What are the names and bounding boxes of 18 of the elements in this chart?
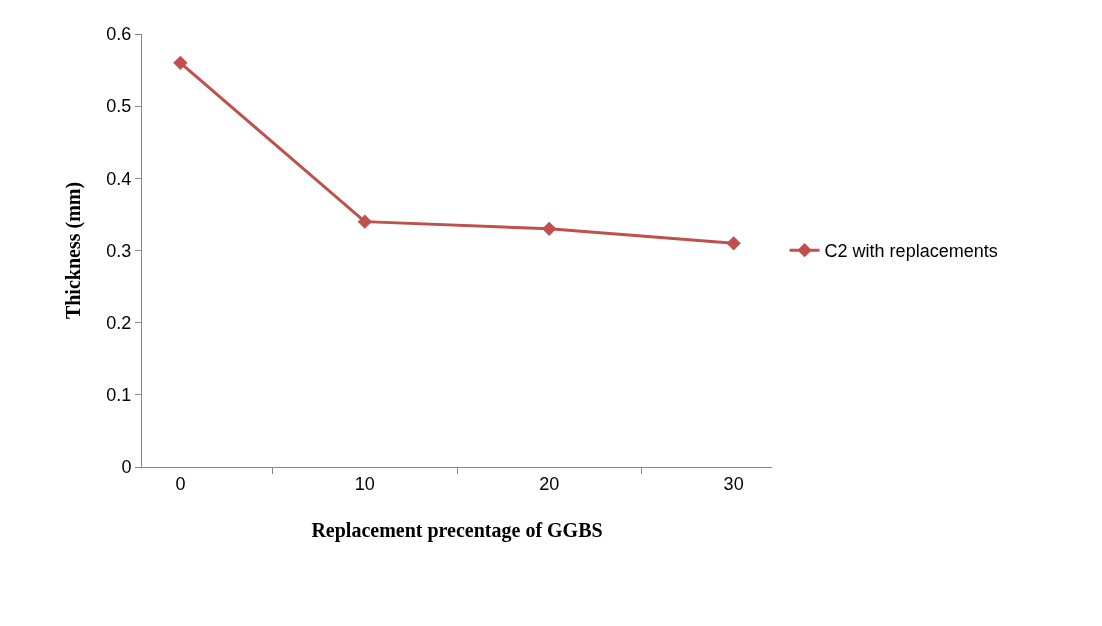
point — [542, 221, 557, 236]
y-tick-label: 0.3 — [106, 240, 132, 261]
y-axis-title: Thickness (mm) — [61, 181, 85, 320]
point — [357, 214, 372, 229]
x-tick-label: 20 — [539, 473, 560, 494]
x-axis-title: Replacement precentage of GGBS — [311, 519, 603, 543]
y-tick-label: 0.4 — [106, 168, 132, 189]
legend-label: C2 with replacements — [824, 241, 998, 262]
x-tick-label: 30 — [723, 473, 744, 494]
x-tick-label: 0 — [175, 473, 186, 494]
point — [726, 236, 741, 251]
x-tick-label: 10 — [354, 473, 375, 494]
y-tick-label: 0.1 — [106, 385, 132, 406]
y-tick-label: 0 — [121, 457, 132, 478]
y-tick-label: 0.6 — [106, 24, 132, 45]
y-tick-label: 0.2 — [106, 312, 132, 333]
y-tick-label: 0.5 — [106, 96, 132, 117]
point — [173, 55, 188, 71]
